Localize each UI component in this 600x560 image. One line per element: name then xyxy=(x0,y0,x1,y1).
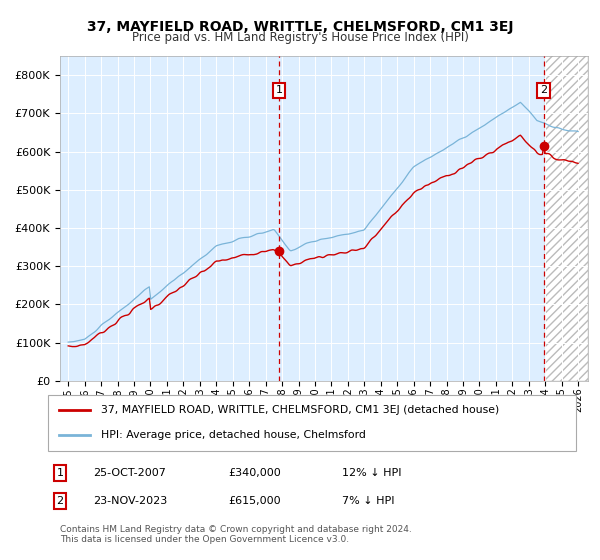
Text: £615,000: £615,000 xyxy=(228,496,281,506)
Text: £340,000: £340,000 xyxy=(228,468,281,478)
Text: 1: 1 xyxy=(275,85,283,95)
37, MAYFIELD ROAD, WRITTLE, CHELMSFORD, CM1 3EJ (detached house) xyxy=(65,343,72,349)
Text: 2: 2 xyxy=(56,496,64,506)
HPI: Average price, detached house, Chelmsford: (2.02e+03, 7.29e+05): Average price, detached house, Chelmsfor… xyxy=(517,99,524,106)
HPI: Average price, detached house, Chelmsford: (2e+03, 1.01e+05): Average price, detached house, Chelmsfor… xyxy=(65,339,72,346)
37, MAYFIELD ROAD, WRITTLE, CHELMSFORD, CM1 3EJ (detached house) xyxy=(326,251,333,258)
Line: 37, MAYFIELD ROAD, WRITTLE, CHELMSFORD, CM1 3EJ (detached house): 37, MAYFIELD ROAD, WRITTLE, CHELMSFORD, … xyxy=(68,135,578,347)
FancyBboxPatch shape xyxy=(48,395,576,451)
Text: 37, MAYFIELD ROAD, WRITTLE, CHELMSFORD, CM1 3EJ: 37, MAYFIELD ROAD, WRITTLE, CHELMSFORD, … xyxy=(87,20,513,34)
37, MAYFIELD ROAD, WRITTLE, CHELMSFORD, CM1 3EJ (detached house) xyxy=(575,160,582,167)
37, MAYFIELD ROAD, WRITTLE, CHELMSFORD, CM1 3EJ (detached house) xyxy=(517,132,524,138)
37, MAYFIELD ROAD, WRITTLE, CHELMSFORD, CM1 3EJ (detached house) xyxy=(238,251,245,258)
HPI: Average price, detached house, Chelmsford: (2.03e+03, 6.52e+05): Average price, detached house, Chelmsfor… xyxy=(575,128,582,135)
Text: 25-OCT-2007: 25-OCT-2007 xyxy=(93,468,166,478)
37, MAYFIELD ROAD, WRITTLE, CHELMSFORD, CM1 3EJ (detached house) xyxy=(131,305,138,311)
HPI: Average price, detached house, Chelmsford: (2.01e+03, 3.73e+05): Average price, detached house, Chelmsfor… xyxy=(236,235,244,241)
Text: 12% ↓ HPI: 12% ↓ HPI xyxy=(342,468,401,478)
37, MAYFIELD ROAD, WRITTLE, CHELMSFORD, CM1 3EJ (detached house) xyxy=(150,304,157,311)
HPI: Average price, detached house, Chelmsford: (2.02e+03, 6.02e+05): Average price, detached house, Chelmsfor… xyxy=(439,147,446,154)
HPI: Average price, detached house, Chelmsford: (2.01e+03, 3.73e+05): Average price, detached house, Chelmsfor… xyxy=(325,235,332,241)
Text: Price paid vs. HM Land Registry's House Price Index (HPI): Price paid vs. HM Land Registry's House … xyxy=(131,31,469,44)
Line: HPI: Average price, detached house, Chelmsford: HPI: Average price, detached house, Chel… xyxy=(68,102,578,342)
Text: 7% ↓ HPI: 7% ↓ HPI xyxy=(342,496,395,506)
HPI: Average price, detached house, Chelmsford: (2e+03, 2.1e+05): Average price, detached house, Chelmsfor… xyxy=(129,297,136,304)
HPI: Average price, detached house, Chelmsford: (2.03e+03, 6.54e+05): Average price, detached house, Chelmsfor… xyxy=(565,128,572,134)
Text: Contains HM Land Registry data © Crown copyright and database right 2024.
This d: Contains HM Land Registry data © Crown c… xyxy=(60,525,412,544)
37, MAYFIELD ROAD, WRITTLE, CHELMSFORD, CM1 3EJ (detached house) xyxy=(440,174,447,180)
Text: HPI: Average price, detached house, Chelmsford: HPI: Average price, detached house, Chel… xyxy=(101,430,365,440)
Text: 23-NOV-2023: 23-NOV-2023 xyxy=(93,496,167,506)
Text: 1: 1 xyxy=(56,468,64,478)
Text: 2: 2 xyxy=(540,85,547,95)
37, MAYFIELD ROAD, WRITTLE, CHELMSFORD, CM1 3EJ (detached house) xyxy=(566,158,574,165)
37, MAYFIELD ROAD, WRITTLE, CHELMSFORD, CM1 3EJ (detached house) xyxy=(70,343,77,350)
HPI: Average price, detached house, Chelmsford: (2e+03, 2.16e+05): Average price, detached house, Chelmsfor… xyxy=(148,295,155,301)
Text: 37, MAYFIELD ROAD, WRITTLE, CHELMSFORD, CM1 3EJ (detached house): 37, MAYFIELD ROAD, WRITTLE, CHELMSFORD, … xyxy=(101,405,499,416)
